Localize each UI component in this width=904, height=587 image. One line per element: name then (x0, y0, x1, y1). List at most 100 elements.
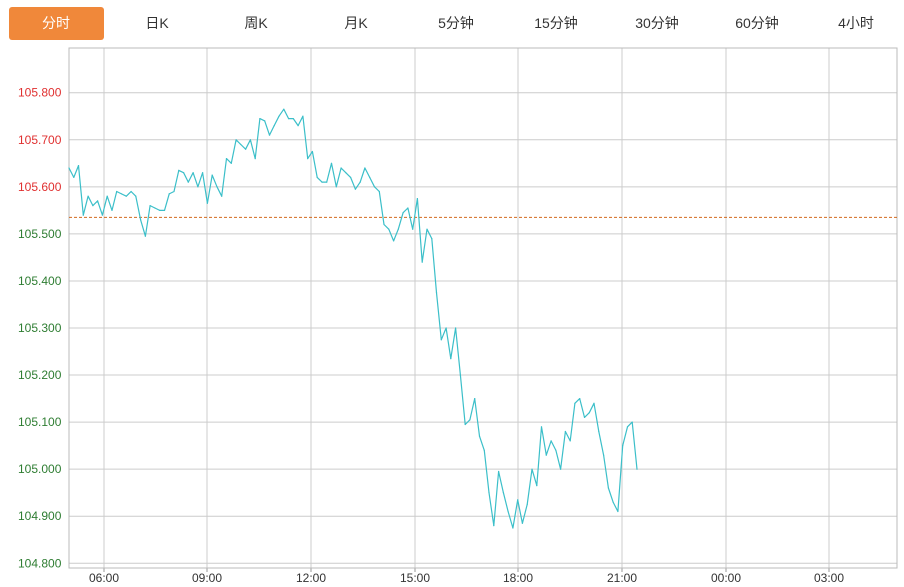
price-point (135, 195, 137, 197)
price-point (550, 440, 552, 442)
price-point (450, 358, 452, 360)
price-point (359, 181, 361, 183)
price-point (183, 172, 185, 174)
price-point (144, 235, 146, 237)
price-point (345, 172, 347, 174)
price-point (240, 143, 242, 146)
tab-6[interactable]: 30分钟 (635, 15, 679, 31)
price-point (598, 430, 600, 433)
price-point (206, 202, 208, 204)
price-point (416, 198, 418, 200)
price-point (593, 402, 595, 404)
price-point (354, 188, 356, 190)
price-point (273, 125, 275, 127)
x-tick-label: 21:00 (607, 571, 637, 585)
price-point (469, 419, 471, 421)
tab-5[interactable]: 15分钟 (534, 15, 578, 31)
price-point (120, 193, 123, 195)
price-point (588, 412, 590, 414)
price-point (536, 485, 538, 487)
price-point (264, 120, 266, 122)
price-point (507, 510, 509, 513)
price-point (254, 158, 256, 160)
price-point (211, 174, 213, 176)
price-point (431, 238, 433, 240)
price-point (388, 228, 390, 230)
price-point (130, 190, 132, 193)
price-point (364, 167, 366, 169)
price-point (221, 195, 223, 197)
price-point (526, 503, 528, 506)
x-tick-label: 09:00 (192, 571, 222, 585)
price-point (583, 416, 586, 418)
tab-0[interactable]: 分时 (8, 7, 104, 40)
price-point (278, 115, 280, 117)
tab-1[interactable]: 日K (145, 15, 169, 31)
price-point (297, 125, 299, 127)
price-point (268, 134, 271, 136)
price-point (540, 426, 543, 428)
price-point (230, 162, 232, 164)
price-point (77, 165, 80, 167)
price-point (197, 186, 199, 188)
price-point (517, 499, 519, 501)
tab-3[interactable]: 月K (344, 15, 368, 31)
price-point (82, 214, 84, 216)
price-point (307, 158, 309, 160)
price-point (607, 487, 610, 489)
tab-2[interactable]: 周K (244, 15, 268, 31)
price-point (68, 167, 70, 169)
y-tick-label: 105.700 (18, 133, 62, 147)
tab-8[interactable]: 4小时 (838, 15, 874, 31)
price-point (292, 118, 294, 120)
price-point (435, 292, 438, 294)
y-tick-label: 105.300 (18, 321, 62, 335)
price-point (622, 445, 624, 447)
price-point (350, 176, 352, 178)
price-point (426, 228, 428, 230)
price-point (316, 176, 318, 178)
price-point (579, 398, 581, 400)
price-point (455, 327, 457, 329)
x-tick-label: 18:00 (503, 571, 533, 585)
price-point (216, 186, 218, 188)
price-point (464, 423, 466, 426)
price-point (393, 240, 395, 242)
price-point (440, 339, 442, 341)
price-point (617, 510, 619, 513)
price-point (521, 522, 524, 524)
x-tick-label: 15:00 (400, 571, 430, 585)
price-series (68, 108, 638, 529)
plot-frame (68, 47, 898, 569)
price-point (493, 525, 495, 527)
price-point (373, 186, 376, 188)
price-point (202, 172, 204, 174)
period-tabs: 分时 日K 周K 月K 5分钟 15分钟 30分钟 60分钟 4小时 (0, 0, 904, 46)
y-tick-label: 104.800 (18, 556, 62, 570)
price-point (245, 148, 247, 150)
x-tick-label: 00:00 (711, 571, 741, 585)
tab-7[interactable]: 60分钟 (735, 15, 779, 31)
price-point (311, 150, 313, 153)
price-point (163, 209, 166, 211)
price-point (149, 205, 151, 207)
x-tick-label: 06:00 (89, 571, 119, 585)
price-point (159, 209, 161, 211)
price-point (249, 139, 251, 141)
price-point (555, 449, 557, 451)
price-point (603, 454, 605, 456)
price-point (474, 398, 476, 400)
price-point (569, 440, 571, 442)
price-point (636, 468, 638, 470)
price-point (421, 261, 423, 263)
y-tick-label: 105.500 (18, 227, 62, 241)
price-point (369, 176, 371, 178)
price-point (106, 195, 108, 197)
price-point (87, 195, 89, 197)
price-point (259, 118, 261, 120)
tab-4[interactable]: 5分钟 (438, 15, 474, 31)
y-tick-label: 105.000 (18, 462, 62, 476)
price-point (383, 223, 385, 226)
price-point (574, 402, 576, 404)
